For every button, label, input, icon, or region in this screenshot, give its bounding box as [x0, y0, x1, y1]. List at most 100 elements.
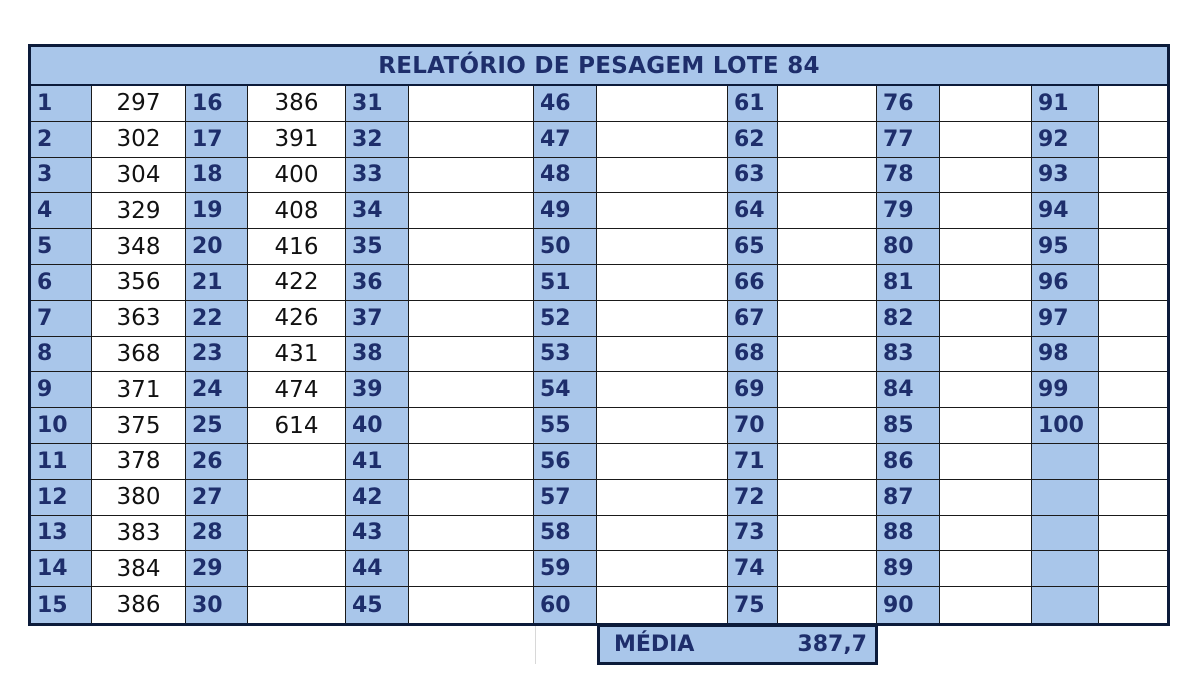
item-number: 32 [346, 121, 409, 158]
weight-cell: 384 [92, 551, 186, 588]
item-number: 94 [1032, 193, 1099, 230]
item-number: 31 [346, 86, 409, 122]
item-number: 46 [534, 86, 597, 122]
weight-cell [409, 587, 534, 623]
weight-cell [597, 121, 728, 158]
weight-cell [409, 121, 534, 158]
item-number: 82 [877, 300, 940, 337]
weight-cell [409, 157, 534, 194]
item-number: 81 [877, 264, 940, 301]
item-number: 79 [877, 193, 940, 230]
weight-cell: 391 [248, 121, 346, 158]
item-number: 35 [346, 229, 409, 265]
weight-cell: 380 [92, 479, 186, 516]
average-label: MÉDIA [614, 632, 695, 657]
weight-cell: 386 [248, 86, 346, 122]
weight-cell [1099, 443, 1167, 480]
weight-cell [248, 551, 346, 588]
item-number: 48 [534, 157, 597, 194]
weight-cell: 368 [92, 336, 186, 373]
weight-cell [597, 157, 728, 194]
item-number: 95 [1032, 229, 1099, 265]
weight-cell [409, 229, 534, 265]
item-number: 98 [1032, 336, 1099, 373]
item-number: 25 [186, 408, 248, 444]
weight-cell [778, 157, 877, 194]
weight-cell [1099, 408, 1167, 444]
weight-cell [409, 372, 534, 409]
item-number: 60 [534, 587, 597, 623]
weight-cell [1099, 264, 1167, 301]
weight-cell: 371 [92, 372, 186, 409]
item-number: 59 [534, 551, 597, 588]
item-number: 24 [186, 372, 248, 409]
item-number: 64 [728, 193, 778, 230]
item-number: 54 [534, 372, 597, 409]
weight-cell [409, 336, 534, 373]
item-number: 77 [877, 121, 940, 158]
item-number: 10 [31, 408, 92, 444]
weight-cell [940, 300, 1032, 337]
empty-number-cell [1032, 515, 1099, 552]
weight-cell [940, 443, 1032, 480]
weight-cell [1099, 121, 1167, 158]
item-number: 12 [31, 479, 92, 516]
item-number: 9 [31, 372, 92, 409]
weight-cell: 614 [248, 408, 346, 444]
weight-cell [940, 515, 1032, 552]
weight-cell [409, 515, 534, 552]
weight-cell [248, 443, 346, 480]
weight-cell [778, 515, 877, 552]
empty-number-cell [1032, 443, 1099, 480]
item-number: 75 [728, 587, 778, 623]
item-number: 36 [346, 264, 409, 301]
item-number: 34 [346, 193, 409, 230]
item-number: 49 [534, 193, 597, 230]
weight-cell [940, 336, 1032, 373]
weight-cell [597, 372, 728, 409]
item-number: 88 [877, 515, 940, 552]
item-number: 14 [31, 551, 92, 588]
weight-cell [1099, 229, 1167, 265]
item-number: 41 [346, 443, 409, 480]
item-number: 62 [728, 121, 778, 158]
weight-cell [248, 479, 346, 516]
weight-cell: 363 [92, 300, 186, 337]
item-number: 40 [346, 408, 409, 444]
item-number: 80 [877, 229, 940, 265]
weight-cell [1099, 193, 1167, 230]
weighing-report-table: RELATÓRIO DE PESAGEM LOTE 84 1 297 16 386 31… [28, 44, 1170, 626]
item-number: 92 [1032, 121, 1099, 158]
weight-cell [597, 408, 728, 444]
item-number: 50 [534, 229, 597, 265]
item-number: 21 [186, 264, 248, 301]
item-number: 69 [728, 372, 778, 409]
weight-cell [778, 551, 877, 588]
item-number: 20 [186, 229, 248, 265]
item-number: 38 [346, 336, 409, 373]
item-number: 99 [1032, 372, 1099, 409]
weight-cell: 383 [92, 515, 186, 552]
weight-cell [1099, 336, 1167, 373]
item-number: 43 [346, 515, 409, 552]
weight-cell [248, 515, 346, 552]
item-number: 52 [534, 300, 597, 337]
item-number: 2 [31, 121, 92, 158]
weight-cell [597, 587, 728, 623]
item-number: 61 [728, 86, 778, 122]
item-number: 100 [1032, 408, 1099, 444]
weight-cell [940, 157, 1032, 194]
weight-cell [597, 229, 728, 265]
item-number: 51 [534, 264, 597, 301]
item-number: 83 [877, 336, 940, 373]
item-number: 33 [346, 157, 409, 194]
item-number: 97 [1032, 300, 1099, 337]
item-number: 11 [31, 443, 92, 480]
item-number: 3 [31, 157, 92, 194]
weight-cell: 416 [248, 229, 346, 265]
weight-cell [940, 372, 1032, 409]
weight-cell [1099, 479, 1167, 516]
item-number: 73 [728, 515, 778, 552]
weight-cell [409, 408, 534, 444]
weight-cell [940, 408, 1032, 444]
